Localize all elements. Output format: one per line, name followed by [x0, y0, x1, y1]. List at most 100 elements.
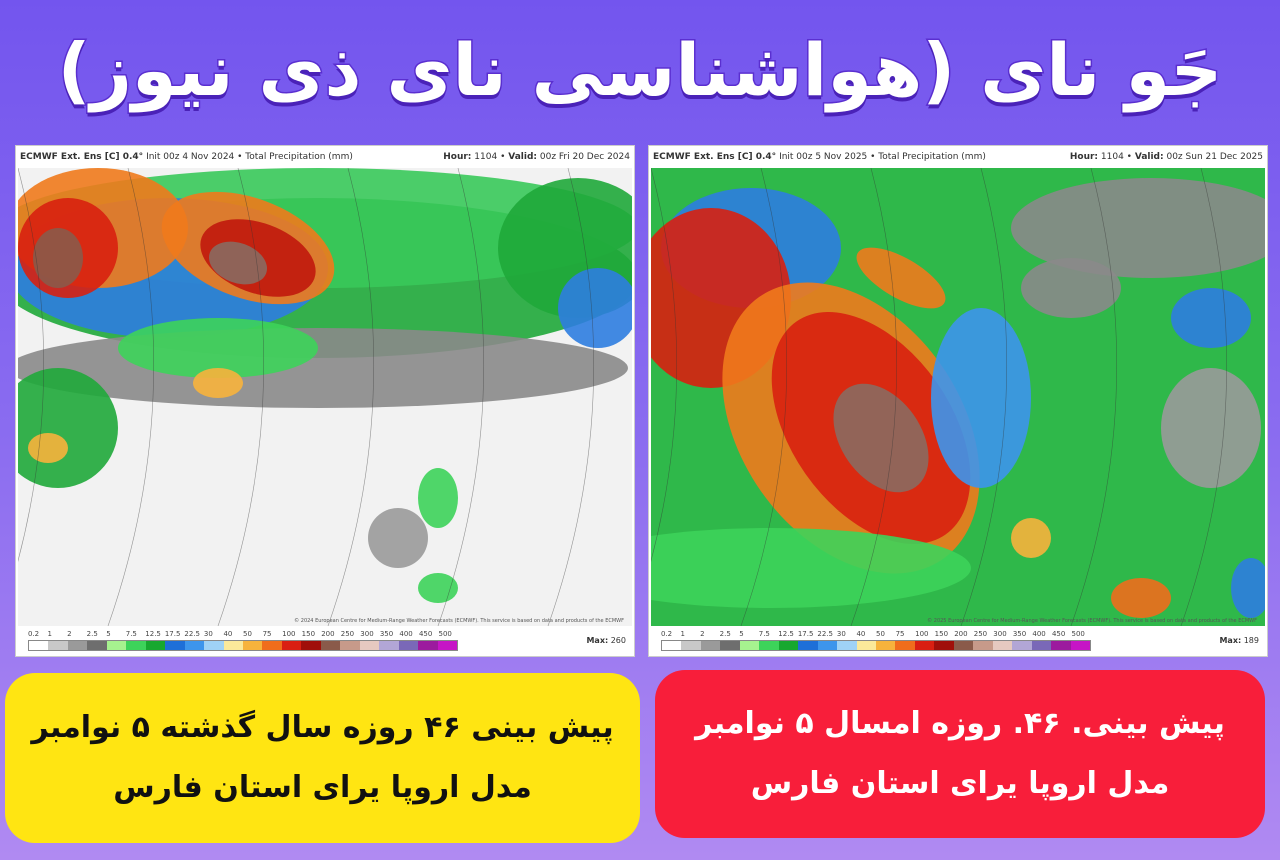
- colorbar-tick: 5: [106, 630, 111, 638]
- border-line: [217, 168, 264, 626]
- hour-value: 1104: [474, 152, 498, 162]
- colorbar-tick: 2: [67, 630, 72, 638]
- colorbar-swatch: [418, 641, 438, 650]
- precip-area: [1171, 288, 1251, 348]
- colorbar-swatch: [1031, 641, 1052, 650]
- colorbar-swatch: [398, 641, 419, 650]
- colorbar-tick: 7.5: [125, 630, 137, 638]
- colorbar-tick: 300: [360, 630, 374, 638]
- precip-area: [1231, 558, 1265, 618]
- precip-area: [651, 528, 971, 608]
- colorbar-tick: 30: [836, 630, 846, 638]
- colorbar-tick: 400: [1032, 630, 1046, 638]
- border-line: [960, 168, 1007, 626]
- colorbar-tick: 17.5: [797, 630, 814, 638]
- colorbar-swatch: [739, 641, 760, 650]
- colorbar-swatch: [934, 641, 954, 650]
- colorbar-swatch: [1070, 641, 1090, 650]
- border-line: [651, 168, 677, 562]
- colorbar-swatch: [126, 641, 146, 650]
- colorbar-swatch: [720, 641, 740, 650]
- colorbar-tick: 350: [379, 630, 394, 638]
- precip-area: [1021, 258, 1121, 318]
- border-line: [18, 168, 44, 562]
- precipitation-map: [651, 168, 1265, 626]
- precip-area: [208, 241, 268, 285]
- colorbar-tick: 12.5: [778, 630, 794, 638]
- colorbar-tick: 200: [321, 630, 335, 638]
- colorbar-swatch: [165, 641, 185, 650]
- colorbar-swatch: [301, 641, 321, 650]
- colorbar-tick: 75: [895, 630, 905, 638]
- colorbar-swatch: [184, 641, 205, 650]
- colorbar: 0.2 1 2 2.5 5 7.5 12.5 17.5 22.5 30 40 50 75 100 150 20…: [28, 630, 458, 652]
- border-line: [327, 168, 374, 626]
- colorbar-tick: 22.5: [817, 630, 833, 638]
- colorbar-swatch: [914, 641, 935, 650]
- init-label: Init 00z 4 Nov 2024 • Total Precipitatio…: [146, 152, 353, 162]
- precip-area: [856, 247, 946, 309]
- colorbar-swatch: [262, 641, 282, 650]
- colorbar-swatch: [223, 641, 243, 650]
- copyright: © 2024 European Centre for Medium-Range …: [294, 618, 624, 624]
- colorbar-tick: 2.5: [86, 630, 98, 638]
- colorbar-swatch: [875, 641, 896, 650]
- colorbar-swatch: [895, 641, 915, 650]
- precipitation-map: [18, 168, 632, 626]
- precip-area: [558, 268, 632, 348]
- colorbar-tick: 75: [262, 630, 272, 638]
- colorbar-tick: 300: [993, 630, 1007, 638]
- map-panel-2024: ECMWF Ext. Ens [C] 0.4° Init 00z 4 Nov 2…: [15, 145, 635, 657]
- border-line: [437, 168, 484, 626]
- hour-label: Hour:: [1069, 152, 1099, 162]
- colorbar-swatch: [759, 641, 779, 650]
- colorbar-swatch: [1012, 641, 1032, 650]
- border-line: [1180, 168, 1227, 626]
- colorbar-tick: 0.2: [28, 630, 40, 638]
- precip-area: [1011, 178, 1265, 278]
- precip-area: [18, 328, 628, 408]
- colorbar: 0.2 1 2 2.5 5 7.5 12.5 17.5 22.5 30 40 50 75 100 150 20…: [661, 630, 1091, 652]
- precip-area: [418, 573, 458, 603]
- colorbar-swatch: [662, 641, 682, 650]
- colorbar-swatch: [340, 641, 360, 650]
- colorbar-swatch: [973, 641, 993, 650]
- colorbar-tick: 1: [47, 630, 53, 638]
- map-panel-2025: ECMWF Ext. Ens [C] 0.4° Init 00z 5 Nov 2…: [648, 145, 1268, 657]
- caption-line: پیش بینی. ۴۶. روزه امسال ۵ نوامبر: [695, 706, 1225, 741]
- colorbar-tick: 0.2: [661, 630, 673, 638]
- valid-label: Valid:: [508, 152, 537, 162]
- valid-label: Valid:: [1134, 152, 1164, 162]
- colorbar-tick: 50: [876, 630, 885, 638]
- precip-area: [193, 368, 243, 398]
- colorbar-swatch: [837, 641, 857, 650]
- colorbar-swatch: [67, 641, 88, 650]
- colorbar-tick: 50: [243, 630, 252, 638]
- colorbar-swatch: [1051, 641, 1071, 650]
- colorbar-swatch: [953, 641, 974, 650]
- valid-value: 00z Fri 20 Dec 2024: [539, 152, 630, 162]
- precip-area: [1011, 518, 1051, 558]
- colorbar-swatch: [48, 641, 68, 650]
- valid-value: 00z Sun 21 Dec 2025: [1166, 152, 1263, 162]
- colorbar-tick: 30: [203, 630, 213, 638]
- precip-area: [931, 308, 1031, 488]
- colorbar-tick: 2: [700, 630, 705, 638]
- colorbar-tick: 40: [856, 630, 866, 638]
- colorbar-swatch: [242, 641, 263, 650]
- colorbar-swatch: [856, 641, 876, 650]
- colorbar-tick: 17.5: [164, 630, 181, 638]
- colorbar-swatch: [700, 641, 721, 650]
- border-line: [107, 168, 154, 626]
- colorbar-tick: 400: [399, 630, 413, 638]
- colorbar-swatch: [681, 641, 701, 650]
- page-title: جَو نای (هواشناسی نای ذی نیوز): [56, 27, 1224, 114]
- colorbar-tick: 250: [973, 630, 988, 638]
- colorbar-tick: 1: [680, 630, 686, 638]
- colorbar-tick: 500: [438, 630, 452, 638]
- precip-area: [833, 383, 929, 493]
- caption-line: مدل اروپا یرای استان فارس: [750, 766, 1170, 801]
- caption-line: پیش بینی ۴۶ روزه سال گذشته ۵ نوامبر: [31, 710, 614, 745]
- colorbar-tick: 150: [934, 630, 949, 638]
- colorbar-tick: 5: [739, 630, 744, 638]
